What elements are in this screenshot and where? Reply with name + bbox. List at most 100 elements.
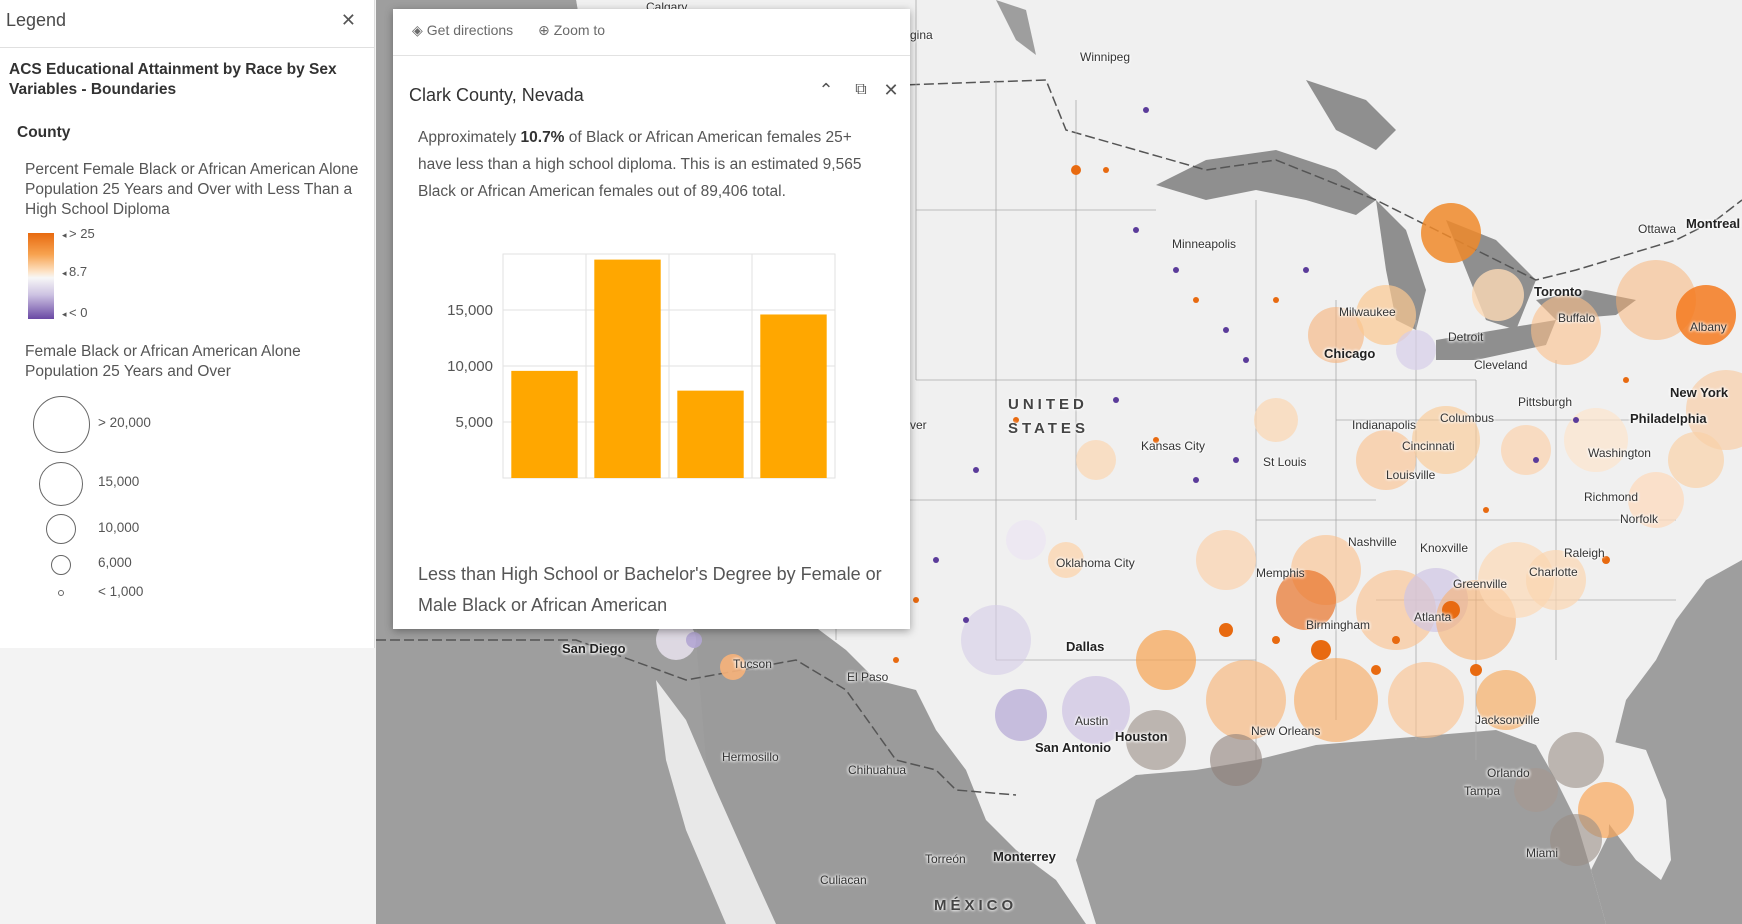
chart-bar-2[interactable]: Female Bachelor's Degree: 19500 [594,259,661,478]
size-circle-10000 [46,514,76,544]
city-label: El Paso [847,670,889,684]
city-label: Memphis [1256,566,1305,580]
gulf-of-mexico [1076,730,1606,924]
color-ramp [28,233,54,319]
legend-panel: Legend ✕ ACS Educational Attainment by R… [0,0,376,924]
city-label: Raleigh [1564,546,1605,560]
close-icon[interactable]: ✕ [340,10,356,30]
city-label: Washington [1588,446,1651,460]
city-label: Dallas [1066,639,1105,654]
city-label: Orlando [1487,766,1530,780]
chart-bar-4[interactable]: Male Bachelor's Degree: 14600 [760,314,827,478]
baja-california [656,680,776,924]
city-label: Detroit [1448,330,1484,344]
city-label: Milwaukee [1339,305,1396,319]
get-directions-button[interactable]: ◈ Get directions [412,22,513,39]
chart-caption: Less than High School or Bachelor's Degr… [418,564,882,615]
city-label: Greenville [1453,577,1508,591]
popup-description: Approximately 10.7% of Black or African … [418,124,878,205]
city-label: Philadelphia [1630,411,1707,426]
city-label: San Antonio [1035,740,1112,755]
small-dots [893,107,1629,676]
city-label: Tampa [1464,784,1501,798]
legend-header: Legend ✕ [0,0,374,48]
chart-ytick-label: 15,000 [447,302,493,319]
border-us-mexico [376,639,1017,796]
color-stop-high: > 25 [62,226,95,241]
size-circle-15000 [39,462,83,506]
country-label-us: UNITED STATES [1008,396,1089,437]
city-label: Chicago [1324,346,1376,361]
size-stop-label: 10,000 [98,520,140,535]
chart-bars[interactable]: Female Less than High School: 9565Female… [511,259,827,478]
city-label: Richmond [1584,490,1639,504]
close-icon[interactable]: ✕ [883,80,899,100]
city-label: Winnipeg [1080,50,1131,64]
city-label: Jacksonville [1475,713,1540,727]
lake-erie [1436,320,1556,360]
city-label: ver [910,418,927,432]
country-label-mexico: MÉXICO [934,897,1018,914]
color-stop-mid: 8.7 [62,264,87,279]
city-label: San Diego [562,641,626,656]
city-label: Pittsburgh [1518,395,1573,409]
city-label: Hermosillo [722,750,779,764]
city-label: Nashville [1348,535,1397,549]
chart-ytick-label: 5,000 [455,414,493,431]
city-label: Culiacan [820,873,867,887]
city-label: Albany [1690,320,1727,334]
city-label: Ottawa [1638,222,1677,236]
city-label: New York [1670,385,1729,400]
city-label: Houston [1115,729,1168,744]
zoom-to-button[interactable]: ⊕ Zoom to [538,22,605,39]
color-field-description: Percent Female Black or African American… [25,161,359,218]
chart-bar-3[interactable]: Male Less than High School: 7800 [677,390,744,478]
popup-title: Clark County, Nevada [409,85,584,105]
get-directions-label: Get directions [426,22,514,38]
city-label: Cincinnati [1402,439,1455,453]
legend-content: Legend ✕ ACS Educational Attainment by R… [0,0,375,648]
collapse-icon[interactable]: ⌃ [818,80,834,100]
lake-michigan [1376,200,1426,330]
city-label: Toronto [1534,284,1583,299]
city-label: Birmingham [1306,618,1371,632]
city-label: Austin [1075,714,1109,728]
city-label: Norfolk [1620,512,1659,526]
lake-superior [1156,150,1376,215]
city-label: Tucson [733,657,772,671]
border-us-canada [755,79,1742,281]
city-label: Louisville [1386,468,1436,482]
feature-popup: ◈ Get directions ⊕ Zoom to Clark County, N… [393,9,910,629]
popup-text-post: of Black or African American females 25+… [418,129,862,200]
city-label: Kansas City [1141,439,1206,453]
size-stop-label: > 20,000 [98,415,151,430]
chart-bar-1[interactable]: Female Less than High School: 9565 [511,370,578,478]
dock-icon[interactable]: ⧉ [855,81,867,98]
city-label: New Orleans [1251,724,1321,738]
chart-yticks: 5,000 10,000 15,000 [447,302,493,431]
size-stop-label: < 1,000 [98,584,144,599]
legend-title: Legend [6,10,67,30]
size-circle-20000 [33,396,90,453]
layer-title: ACS Educational Attainment by Race by Se… [9,61,337,98]
city-label: Chihuahua [848,763,907,777]
city-label: Miami [1526,846,1558,860]
city-label: gina [910,28,933,42]
city-label: Columbus [1440,411,1495,425]
city-label: Cleveland [1474,358,1528,372]
city-label: Atlanta [1414,610,1452,624]
city-label: Monterrey [993,849,1056,864]
popup-text-percent: 10.7% [520,129,565,146]
city-label: Knoxville [1420,541,1469,555]
city-label: Minneapolis [1172,237,1237,251]
city-label: Charlotte [1529,565,1578,579]
city-label: Indianapolis [1352,418,1417,432]
chart-ytick-label: 10,000 [447,358,493,375]
zoom-in-icon: ⊕ [538,22,550,38]
city-label: Oklahoma City [1056,556,1135,570]
bar-chart: 5,000 10,000 15,000 Female Less than High … [447,253,836,479]
popup-text-pre: Approximately [418,129,521,146]
city-label: St Louis [1263,455,1307,469]
zoom-to-label: Zoom to [553,22,606,38]
popup-actions-bar: ◈ Get directions ⊕ Zoom to [393,9,910,56]
